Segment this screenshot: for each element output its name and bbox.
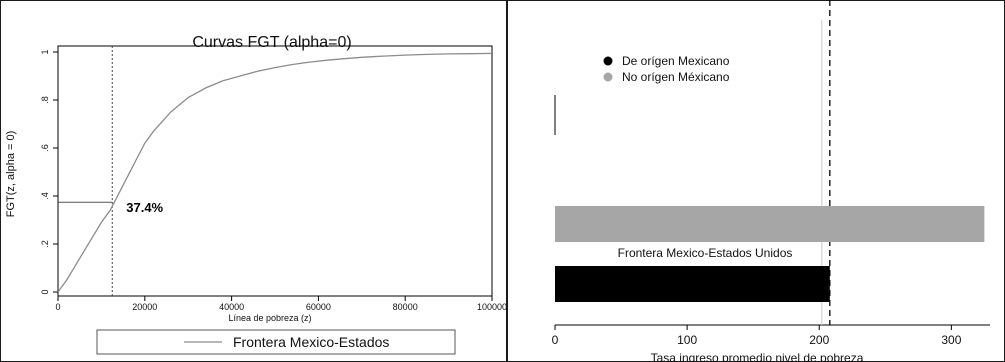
y-tick-label: 1 [40,49,50,54]
x-tick-label: 40000 [219,302,244,312]
y-tick-label: .8 [40,96,50,104]
y-tick-label: .4 [40,192,50,200]
plot-area [57,45,493,297]
x-axis-label: Tasa ingreso promedio nivel de pobreza [651,351,864,362]
poverty-income-bar-chart: 0 100 200 300 Frontera Mexico-Estados Unido… [552,0,990,362]
legend-label-no-origen: No orígen Méxicano [622,70,730,84]
y-axis-label: FGT(z, alpha = 0) [5,131,17,218]
x-tick-label: 300 [941,333,961,347]
chart-title-alpha: (alpha=0) [284,34,352,51]
x-tick-label: 60000 [306,302,331,312]
chart-title: Curvas FGT (alpha=0) [192,34,351,51]
legend-marker-no-origen [603,72,613,82]
bar-no-origen-mexicano [555,206,985,242]
y-tick-label: .6 [40,144,50,152]
fgt-curve-line [57,52,493,293]
x-tick-label: 0 [55,302,60,312]
fgt-curve-chart: Curvas FGT (alpha=0) 0 .2 .4 .6 .8 1 0 20000 40… [5,34,506,355]
headcount-annotation: 37.4% [126,200,163,215]
bar-de-origen-mexicano [555,266,830,302]
y-tick-label: 0 [40,289,50,294]
chart-title-main: Curvas [192,34,243,51]
x-tick-label: 20000 [132,302,157,312]
group-label: Frontera Mexico-Estados Unidos [618,246,793,260]
panel-divider [506,0,508,362]
legend-label: Frontera Mexico-Estados [233,334,389,350]
x-tick-label: 200 [809,333,829,347]
legend-label-de-origen: De orígen Mexicano [622,54,730,68]
legend-marker-de-origen [603,56,613,66]
legend-box [96,329,456,355]
y-tick-label: .2 [40,240,50,248]
x-tick-label: 100000 [477,302,506,312]
x-tick-label: 0 [552,333,559,347]
x-axis-label: Línea de pobreza (z) [228,313,311,323]
x-tick-label: 80000 [393,302,418,312]
x-tick-label: 100 [677,333,697,347]
chart-title-fgt: FGT [247,34,279,51]
